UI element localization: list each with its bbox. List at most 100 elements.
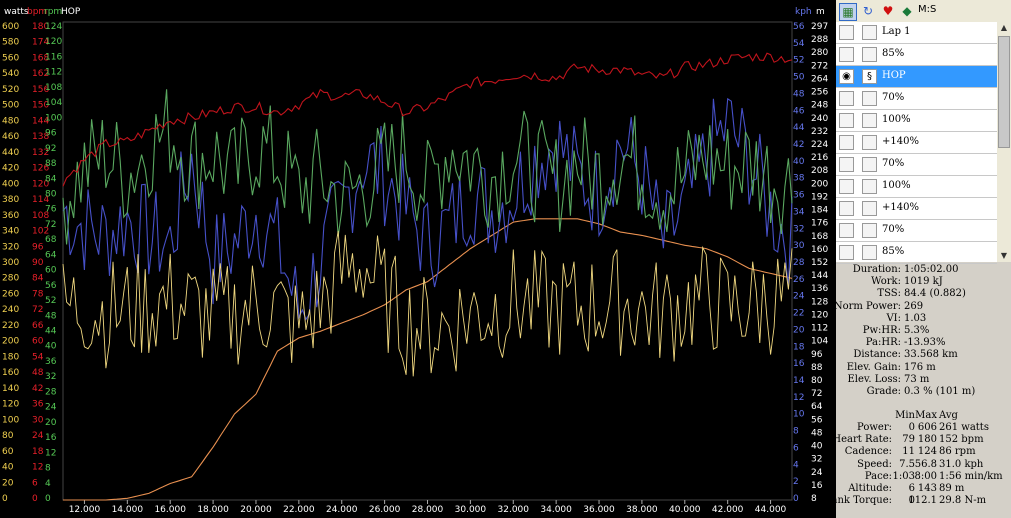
x-tick-label: 44.000 — [755, 505, 787, 515]
lap-row[interactable]: 70% — [836, 154, 997, 176]
visibility-checkbox[interactable] — [839, 201, 854, 216]
axis-tick-watts: 420 — [2, 164, 19, 174]
lap-row[interactable]: 70% — [836, 88, 997, 110]
visibility-checkbox[interactable] — [839, 245, 854, 260]
lap-row[interactable]: ◉ § HOP — [836, 66, 997, 88]
time-format-toggle[interactable]: M:S — [918, 4, 937, 15]
lap-list-scrollbar[interactable]: ▲ ▼ — [997, 22, 1011, 262]
axis-tick-kph: 34 — [793, 207, 805, 217]
summary-row: Elev. Loss: 73 m — [836, 374, 1011, 386]
axis-tick-kph: 44 — [793, 123, 805, 133]
link-checkbox[interactable] — [862, 135, 877, 150]
lap-row[interactable]: Lap 1 — [836, 22, 997, 44]
axis-tick-watts: 20 — [2, 478, 14, 488]
link-checkbox[interactable] — [862, 113, 877, 128]
visibility-checkbox[interactable] — [839, 47, 854, 62]
visibility-checkbox[interactable] — [839, 135, 854, 150]
axis-tick-alt: 128 — [811, 297, 828, 307]
axis-tick-alt: 112 — [811, 324, 828, 334]
axis-tick-kph: 16 — [793, 359, 805, 369]
axis-tick-rpm: 108 — [45, 83, 62, 93]
axis-tick-bpm: 96 — [32, 242, 44, 252]
axis-tick-watts: 60 — [2, 447, 14, 457]
axis-tick-watts: 580 — [2, 38, 19, 48]
axis-tick-alt: 168 — [811, 232, 828, 242]
summary-value: 0.3 % (101 m) — [904, 386, 976, 397]
lap-list[interactable]: Lap 1 85% ◉ § HOP 70% 100% +140% 70% 100% +140% 70%… — [836, 22, 997, 264]
lap-row[interactable]: 100% — [836, 176, 997, 198]
axis-tick-alt: 248 — [811, 101, 828, 111]
axis-tick-bpm: 36 — [32, 400, 44, 410]
plot-frame — [62, 21, 793, 501]
metric-max: 56.8 — [914, 458, 937, 470]
summary-key: Pw:HR: — [862, 325, 901, 336]
lap-row[interactable]: 85% — [836, 242, 997, 264]
summary-key: Elev. Gain: — [846, 361, 901, 373]
scroll-up-icon[interactable]: ▲ — [1000, 23, 1008, 32]
link-checkbox[interactable] — [862, 245, 877, 260]
lap-row[interactable]: 70% — [836, 220, 997, 242]
axis-tick-alt: 184 — [811, 206, 828, 216]
axis-header-label: HOP — [61, 7, 81, 17]
link-checkbox[interactable] — [862, 91, 877, 106]
visibility-checkbox[interactable] — [839, 91, 854, 106]
visibility-checkbox[interactable] — [839, 223, 854, 238]
axis-tick-bpm: 150 — [32, 101, 49, 111]
link-checkbox[interactable] — [862, 179, 877, 194]
axis-tick-kph: 2 — [793, 477, 799, 487]
scroll-thumb[interactable] — [998, 36, 1010, 148]
axis-tick-bpm: 42 — [32, 384, 43, 394]
lap-row[interactable]: 100% — [836, 110, 997, 132]
lap-label: +140% — [882, 136, 919, 147]
axis-tick-bpm: 156 — [32, 85, 49, 95]
axis-tick-kph: 24 — [793, 292, 805, 302]
summary-row: Pa:HR: -13.93% — [836, 337, 1011, 349]
visibility-checkbox[interactable] — [839, 25, 854, 40]
axis-tick-bpm: 90 — [32, 258, 44, 268]
axis-tick-bpm: 18 — [32, 447, 44, 457]
axis-tick-kph: 10 — [793, 410, 805, 420]
link-checkbox[interactable] — [862, 201, 877, 216]
visibility-checkbox[interactable] — [839, 113, 854, 128]
metric-avg: 152 bpm — [939, 434, 984, 446]
eye-icon[interactable]: ◉ — [839, 69, 854, 84]
gem-icon[interactable]: ◆ — [902, 4, 912, 18]
axis-tick-rpm: 88 — [45, 159, 57, 169]
refresh-icon[interactable]: ↻ — [862, 4, 874, 18]
lap-row[interactable]: +140% — [836, 198, 997, 220]
metric-avg: 86 rpm — [939, 446, 976, 458]
axis-tick-alt: 16 — [811, 481, 823, 491]
lap-row[interactable]: +140% — [836, 132, 997, 154]
x-tick-label: 42.000 — [712, 505, 744, 515]
metric-name: Cadence: — [844, 446, 892, 458]
link-checkbox[interactable] — [862, 25, 877, 40]
link-checkbox[interactable] — [862, 47, 877, 62]
axis-tick-watts: 160 — [2, 368, 19, 378]
axis-tick-rpm: 120 — [45, 37, 62, 47]
summary-value: -13.93% — [904, 337, 946, 349]
axis-tick-rpm: 64 — [45, 250, 57, 260]
axis-tick-rpm: 40 — [45, 342, 57, 352]
link-checkbox[interactable] — [862, 223, 877, 238]
axis-tick-alt: 264 — [811, 74, 828, 84]
lap-label: 70% — [882, 224, 905, 235]
metric-min: 79 — [902, 434, 915, 446]
series-line-kph — [62, 97, 793, 321]
axis-tick-alt: 208 — [811, 166, 828, 176]
lap-label: 85% — [882, 246, 905, 257]
axis-tick-watts: 460 — [2, 132, 19, 142]
summary-row: Distance: 33.568 km — [836, 349, 1011, 361]
visibility-checkbox[interactable] — [839, 179, 854, 194]
chart-panel[interactable]: watts bpm rpm HOP kph m 600 580 560 540 520 500 480 4… — [0, 0, 836, 518]
visibility-checkbox[interactable] — [839, 157, 854, 172]
axis-tick-watts: 240 — [2, 305, 19, 315]
axis-tick-rpm: 68 — [45, 235, 57, 245]
axis-tick-alt: 152 — [811, 258, 828, 268]
scroll-down-icon[interactable]: ▼ — [1000, 251, 1008, 260]
graph-icon[interactable]: ▦ — [839, 3, 857, 21]
lap-row[interactable]: 85% — [836, 44, 997, 66]
link-icon[interactable]: § — [862, 69, 877, 84]
link-checkbox[interactable] — [862, 157, 877, 172]
heart-icon[interactable]: ♥ — [882, 4, 894, 18]
